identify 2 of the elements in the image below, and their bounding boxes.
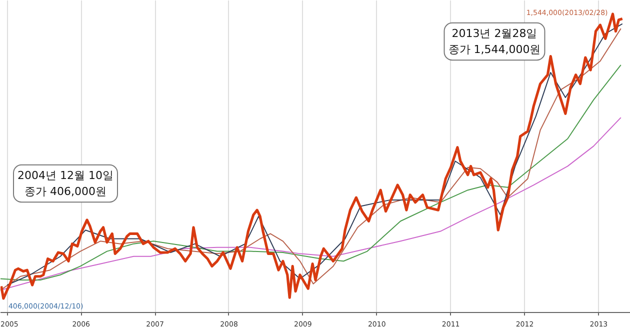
annotation: 2004년 12월 10일 종가 406,000원 xyxy=(18,168,114,198)
annotation: 2013년 2월28일 종가 1,544,000원 xyxy=(448,26,541,56)
